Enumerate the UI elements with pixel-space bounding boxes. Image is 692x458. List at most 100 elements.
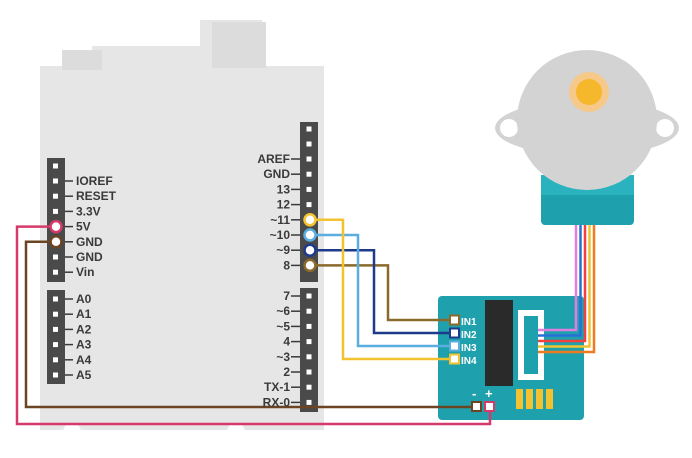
pin-rx-0 <box>306 399 312 405</box>
mount-hole <box>656 119 674 137</box>
driver-in3-label: IN3 <box>461 343 477 354</box>
pin-label-11: ~11 <box>270 213 290 227</box>
digital-header-top <box>300 122 318 282</box>
pin-label-a1: A1 <box>76 307 92 321</box>
mount-hole <box>227 423 245 441</box>
pin-a1 <box>53 311 58 317</box>
wire-in1 <box>310 264 452 322</box>
wire-motor-blue <box>538 225 582 337</box>
pin-label-4: 4 <box>283 335 290 349</box>
pin-a5 <box>53 372 58 378</box>
wire-in3 <box>310 233 452 348</box>
led <box>546 389 553 409</box>
driver-input-terminal <box>449 340 460 352</box>
pin-a3 <box>53 342 58 348</box>
pin-label-6: ~6 <box>276 304 290 318</box>
pin-label-vin: Vin <box>76 265 94 279</box>
pin-gnd <box>53 254 58 260</box>
pin-label-a4: A4 <box>76 353 92 367</box>
pin-9 <box>306 247 312 253</box>
pin-2 <box>306 369 312 375</box>
driver-plus-terminal <box>484 401 495 412</box>
pin-label-gnd: GND <box>263 167 290 181</box>
wires <box>15 213 596 426</box>
led <box>526 389 533 409</box>
wire-motor-yellow <box>538 225 591 348</box>
pin-8 <box>306 262 312 268</box>
pin-unlabeled <box>306 141 312 147</box>
wire-motor-pink <box>538 225 578 332</box>
pin-label-reset: RESET <box>76 189 117 203</box>
pin-10 <box>306 232 312 238</box>
pin-label-13: 13 <box>277 182 291 196</box>
driver-input-terminal <box>449 353 460 365</box>
pin-unlabeled <box>53 163 58 169</box>
pin-3 <box>306 354 312 360</box>
driver-input-terminal <box>449 327 460 339</box>
driver-in1-label: IN1 <box>461 317 477 328</box>
arduino-board <box>40 20 324 441</box>
board-body <box>40 20 324 430</box>
pin-label-7: 7 <box>283 289 290 303</box>
pin-label-aref: AREF <box>257 152 290 166</box>
driver-in4-label: IN4 <box>461 356 477 367</box>
pin-label-gnd: GND <box>76 250 103 264</box>
analog-header <box>47 290 65 384</box>
pin-7 <box>306 293 312 299</box>
pin-label-a0: A0 <box>76 292 92 306</box>
pin-tx-1 <box>306 384 312 390</box>
led <box>516 389 523 409</box>
pin-label-a3: A3 <box>76 338 92 352</box>
pin-ioref <box>53 178 58 184</box>
pin-label-2: 2 <box>283 365 290 379</box>
driver-in2-label: IN2 <box>461 330 477 341</box>
led-row <box>516 389 553 409</box>
pin-vin <box>53 269 58 275</box>
pin-label-gnd: GND <box>76 235 103 249</box>
pin-5 <box>306 323 312 329</box>
pin-5v <box>53 224 58 230</box>
motor-body <box>517 50 657 190</box>
pin-aref <box>306 156 312 162</box>
pin-label-5v: 5V <box>76 220 91 234</box>
pin-label-9: ~9 <box>276 243 290 257</box>
pin-gnd <box>306 171 312 177</box>
power-jack <box>62 50 102 70</box>
pin-label-3-3v: 3.3V <box>76 204 101 218</box>
usb-connector <box>212 22 266 68</box>
driver-board <box>438 296 584 420</box>
pin-label-tx-1: TX-1 <box>264 380 290 394</box>
pin-3-3v <box>53 208 58 214</box>
wire-motor-red <box>538 225 587 343</box>
pin-label-5: ~5 <box>276 319 290 333</box>
digital-header-bottom <box>300 288 318 412</box>
mount-hole <box>500 119 518 137</box>
pin-label-10: ~10 <box>270 228 291 242</box>
pin-reset <box>53 193 58 199</box>
pin-4 <box>306 339 312 345</box>
wire-gnd <box>24 240 476 409</box>
pin-13 <box>306 186 312 192</box>
pin-a4 <box>53 357 58 363</box>
pin-gnd <box>53 239 58 245</box>
pin-label-a2: A2 <box>76 322 92 336</box>
header-pins: IOREFRESET3.3V5VGNDGNDVinA0A1A2A3A4A5ARE… <box>53 126 312 409</box>
driver-plus-label: + <box>485 386 493 401</box>
motor-connector-slot <box>524 316 538 374</box>
pin-label-a5: A5 <box>76 368 92 382</box>
pin-label-8: 8 <box>283 258 290 272</box>
pin-label-ioref: IOREF <box>76 174 113 188</box>
driver-chip <box>485 300 513 386</box>
pin-unlabeled <box>306 126 312 132</box>
pin-a0 <box>53 296 58 302</box>
motor-shaft <box>576 79 602 105</box>
pin-label-3: ~3 <box>276 350 290 364</box>
driver-inputs: IN1 IN2 IN3 IN4 - + <box>461 317 493 401</box>
mount-hole <box>63 423 81 441</box>
pin-a2 <box>53 326 58 332</box>
wire-motor-orange <box>538 225 596 354</box>
pin-label-rx-0: RX-0 <box>263 395 291 409</box>
driver-minus-terminal <box>471 401 482 412</box>
wire-5v <box>15 225 492 426</box>
